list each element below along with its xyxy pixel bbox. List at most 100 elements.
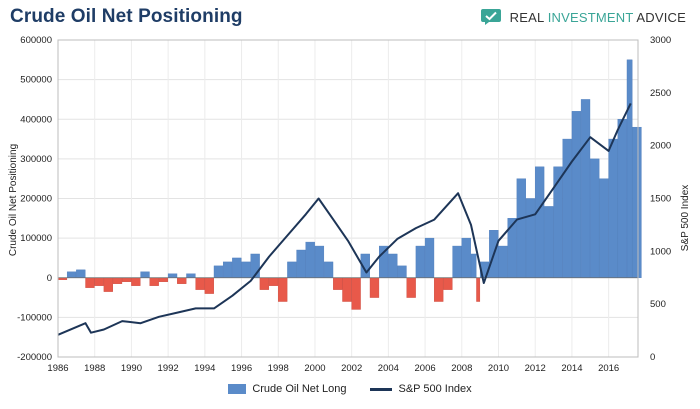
legend-swatch-line [370, 387, 393, 391]
brand-logo: REAL INVESTMENT ADVICE [480, 8, 686, 26]
bar [158, 277, 169, 282]
bar [553, 166, 563, 278]
bar [94, 277, 104, 286]
x-tick-label: 1998 [268, 363, 289, 374]
x-tick-label: 2016 [598, 363, 619, 374]
bar [195, 277, 205, 290]
bar [544, 206, 554, 278]
bar [149, 277, 159, 286]
legend-item-sp500: S&P 500 Index [370, 383, 472, 395]
x-tick-label: 1994 [194, 363, 215, 374]
line-series [57, 102, 632, 336]
x-tick-label: 2002 [341, 363, 362, 374]
bar [232, 257, 242, 278]
x-tick-label: 2000 [304, 363, 325, 374]
sp500-line [57, 102, 632, 336]
bar [461, 237, 471, 278]
bar [415, 245, 425, 278]
bar [351, 277, 361, 310]
bar [599, 178, 609, 278]
bar [434, 277, 444, 302]
bar [85, 277, 95, 288]
x-tick-label: 2004 [378, 363, 399, 374]
y-tick-left-label: -200000 [17, 352, 52, 363]
bar [470, 253, 477, 278]
y-tick-right-label: 2000 [650, 141, 671, 152]
bar [452, 245, 462, 278]
bar [186, 273, 196, 278]
bar [177, 277, 187, 284]
y-tick-left-label: 400000 [20, 114, 52, 125]
y-tick-left-label: 100000 [20, 233, 52, 244]
plot-frame [57, 39, 639, 358]
bar [213, 265, 224, 278]
x-tick-label: 1988 [84, 363, 105, 374]
bar [617, 119, 627, 278]
bar [388, 253, 398, 278]
bar [443, 277, 453, 290]
y-tick-right-label: 0 [650, 352, 655, 363]
bar [131, 277, 141, 286]
y-tick-left-label: -100000 [17, 312, 52, 323]
bar [424, 237, 435, 278]
x-tick-label: 2006 [415, 363, 436, 374]
bar [333, 277, 343, 290]
legend-label-sp500: S&P 500 Index [398, 383, 472, 395]
legend: Crude Oil Net Long S&P 500 Index [0, 383, 700, 395]
bar [369, 277, 380, 298]
y-tick-right-label: 1500 [650, 194, 671, 205]
bar [516, 178, 526, 278]
bar [268, 277, 279, 286]
bar [342, 277, 352, 302]
bar [397, 265, 407, 278]
bar-series [57, 59, 642, 310]
y-tick-left-label: 600000 [20, 35, 52, 46]
y-tick-left-label: 0 [47, 273, 52, 284]
page-title: Crude Oil Net Positioning [10, 6, 243, 27]
bar [66, 271, 77, 278]
legend-item-net-long: Crude Oil Net Long [228, 383, 346, 395]
y-tick-left-label: 500000 [20, 75, 52, 86]
bar [314, 245, 325, 278]
chart-axes: -200000 -100000 0 100000 200000 300000 400000 5… [17, 35, 671, 374]
legend-swatch-bar [228, 384, 247, 394]
bar [278, 277, 288, 302]
bar [103, 277, 113, 292]
y-tick-right-label: 3000 [650, 35, 671, 46]
y-tick-left-label: 300000 [20, 154, 52, 165]
x-tick-label: 2008 [451, 363, 472, 374]
bar [406, 277, 416, 298]
bar [476, 277, 481, 302]
y-tick-right-label: 2500 [650, 88, 671, 99]
x-tick-label: 1996 [231, 363, 252, 374]
bar [525, 198, 536, 278]
legend-label-net-long: Crude Oil Net Long [252, 383, 347, 395]
y-tick-right-label: 500 [650, 299, 666, 310]
bar [287, 261, 297, 278]
bar [222, 261, 233, 278]
bar [140, 271, 150, 278]
bar [305, 241, 315, 278]
bar [562, 138, 572, 278]
x-tick-label: 2014 [561, 363, 582, 374]
bar [296, 249, 306, 278]
bar [571, 111, 582, 278]
x-tick-label: 1990 [121, 363, 142, 374]
bar [122, 277, 132, 282]
bar [590, 158, 600, 278]
bar [608, 138, 618, 278]
bar [112, 277, 123, 284]
bar [241, 261, 251, 278]
bar [379, 245, 389, 278]
bar [498, 245, 508, 278]
y-axis-right-title: S&P 500 Index [680, 185, 691, 252]
bar [76, 269, 86, 278]
bar [167, 273, 178, 278]
bar [535, 166, 545, 278]
bar [626, 59, 633, 278]
x-tick-label: 1986 [47, 363, 68, 374]
y-axis-left-title: Crude Oil Net Positioning [8, 144, 19, 256]
x-tick-label: 2010 [488, 363, 509, 374]
y-tick-right-label: 1000 [650, 246, 671, 257]
